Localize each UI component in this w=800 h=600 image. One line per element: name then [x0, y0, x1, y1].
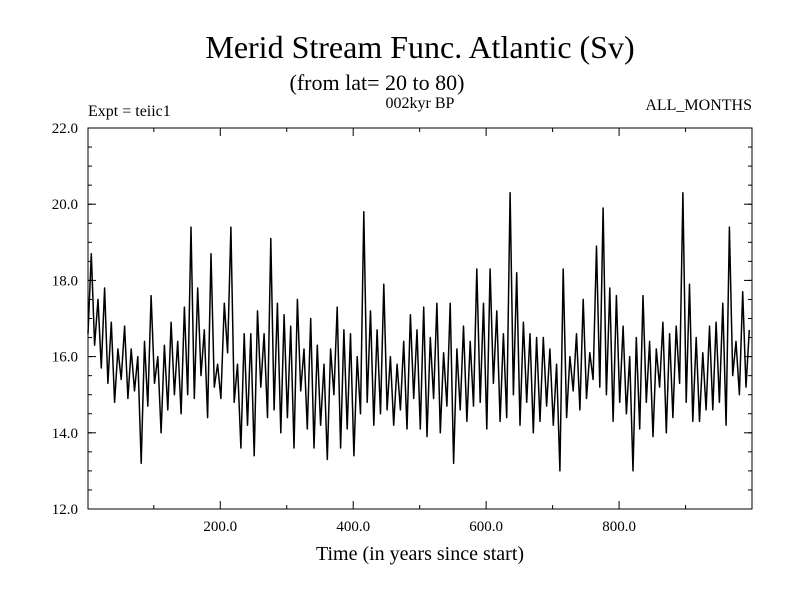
y-tick-label: 16.0 [52, 350, 78, 366]
x-tick-label: 800.0 [602, 519, 636, 535]
y-tick-label: 12.0 [52, 502, 78, 518]
chart-title: Merid Stream Func. Atlantic (Sv) [205, 29, 634, 65]
x-axis: 200.0 400.0 600.0 800.0 [153, 128, 687, 535]
header-left-label: Expt = teiic1 [88, 103, 171, 120]
x-tick-label: 200.0 [203, 519, 237, 535]
x-tick-label: 400.0 [336, 519, 370, 535]
header-right-label: ALL_MONTHS [645, 97, 752, 114]
y-axis: 12.0 14.0 16.0 18.0 20.0 22.0 [52, 121, 752, 518]
y-tick-label: 22.0 [52, 121, 78, 137]
y-tick-label: 20.0 [52, 197, 78, 213]
chart-subtitle: (from lat= 20 to 80) [290, 70, 465, 95]
y-tick-label: 18.0 [52, 273, 78, 289]
header-center-label: 002kyr BP [386, 95, 455, 112]
x-axis-label: Time (in years since start) [316, 543, 524, 565]
y-tick-label: 14.0 [52, 426, 78, 442]
x-tick-label: 600.0 [469, 519, 503, 535]
series-group [87, 192, 751, 472]
plot-frame [87, 127, 753, 510]
series-line [87, 192, 751, 472]
